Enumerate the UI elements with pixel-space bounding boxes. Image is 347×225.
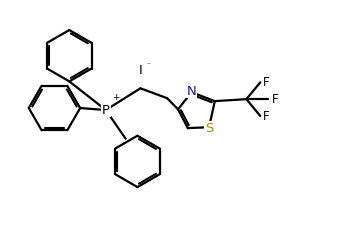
- Text: N: N: [187, 85, 196, 98]
- Text: S: S: [205, 122, 213, 135]
- Text: P: P: [102, 104, 110, 117]
- Text: F: F: [263, 76, 270, 89]
- Text: ⁻: ⁻: [146, 60, 150, 69]
- Text: F: F: [263, 110, 270, 124]
- Text: F: F: [272, 93, 279, 106]
- Text: +: +: [112, 93, 120, 102]
- Text: I: I: [138, 64, 142, 77]
